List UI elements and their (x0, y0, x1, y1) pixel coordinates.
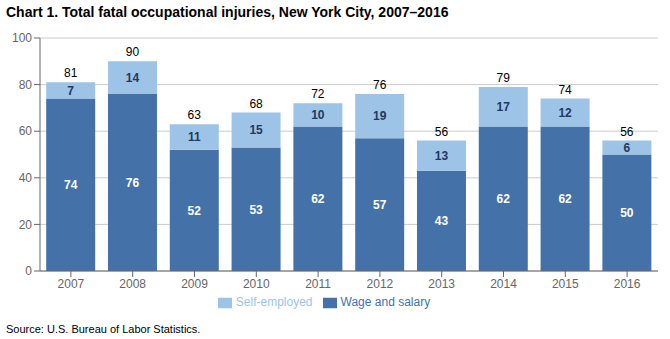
svg-text:68: 68 (249, 97, 263, 111)
html-text:Source: U.S. Bureau of Labor S: Source: U.S. Bureau of Labor Statistics. (6, 323, 201, 335)
svg-text:81: 81 (64, 66, 78, 80)
svg-text:15: 15 (249, 123, 263, 137)
svg-text:0: 0 (25, 264, 32, 278)
svg-text:74: 74 (64, 178, 78, 192)
svg-text:62: 62 (497, 192, 511, 206)
svg-text:19: 19 (373, 109, 387, 123)
svg-text:80: 80 (19, 78, 33, 92)
svg-text:74: 74 (558, 83, 572, 97)
svg-text:11: 11 (188, 130, 201, 144)
svg-text:53: 53 (249, 203, 263, 217)
svg-text:76: 76 (126, 176, 140, 190)
svg-text:2013: 2013 (428, 277, 455, 291)
svg-text:40: 40 (19, 171, 33, 185)
svg-text:14: 14 (126, 71, 140, 85)
svg-text:50: 50 (620, 206, 634, 220)
svg-text:2010: 2010 (243, 277, 270, 291)
svg-text:100: 100 (12, 31, 32, 45)
svg-text:43: 43 (435, 214, 449, 228)
svg-text:72: 72 (311, 87, 325, 101)
svg-text:20: 20 (19, 218, 33, 232)
svg-text:2015: 2015 (552, 277, 579, 291)
svg-text:2014: 2014 (490, 277, 517, 291)
svg-text:10: 10 (311, 108, 325, 122)
svg-text:63: 63 (188, 108, 202, 122)
svg-text:2009: 2009 (181, 277, 208, 291)
svg-text:56: 56 (620, 125, 634, 139)
svg-text:13: 13 (435, 149, 449, 163)
svg-text:2016: 2016 (614, 277, 641, 291)
svg-text:2012: 2012 (367, 277, 394, 291)
html-text:Self-employed: Self-employed (235, 295, 313, 309)
svg-text:2011: 2011 (305, 277, 331, 291)
svg-text:76: 76 (373, 78, 387, 92)
svg-text:2008: 2008 (119, 277, 146, 291)
svg-text:62: 62 (558, 192, 572, 206)
svg-text:62: 62 (311, 192, 325, 206)
html-text:Wage and salary: Wage and salary (340, 295, 431, 309)
svg-text:52: 52 (188, 204, 202, 218)
html-text:Chart 1. Total fatal occupatio: Chart 1. Total fatal occupational injuri… (6, 4, 449, 20)
svg-text:90: 90 (126, 45, 140, 59)
svg-text:2007: 2007 (58, 277, 85, 291)
svg-text:17: 17 (497, 100, 511, 114)
svg-text:56: 56 (435, 125, 449, 139)
svg-text:57: 57 (373, 198, 387, 212)
svg-text:60: 60 (19, 124, 33, 138)
svg-text:12: 12 (558, 106, 572, 120)
svg-text:6: 6 (624, 141, 631, 155)
svg-text:7: 7 (67, 84, 74, 98)
svg-text:79: 79 (497, 71, 511, 85)
